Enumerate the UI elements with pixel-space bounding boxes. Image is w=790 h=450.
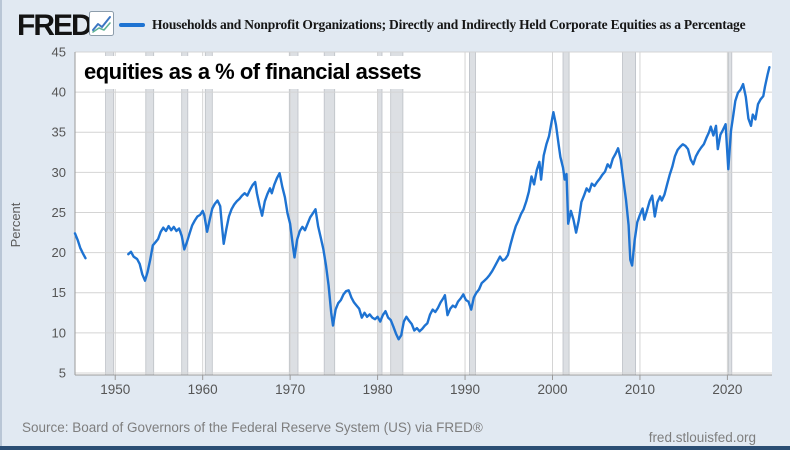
series-line[interactable]: [73, 232, 87, 260]
y-tick-label: 15: [52, 285, 66, 300]
source-attribution: Source: Board of Governors of the Federa…: [22, 420, 483, 435]
fred-logo[interactable]: FRED®: [17, 9, 97, 43]
series-line[interactable]: [127, 66, 771, 341]
recession-band: [181, 51, 189, 376]
y-tick-label: 5: [59, 365, 66, 380]
y-tick-label: 20: [52, 245, 66, 260]
y-tick-label: 45: [52, 45, 66, 60]
x-tick-label: 2000: [537, 382, 567, 397]
y-tick-label: 10: [52, 325, 66, 340]
y-tick-label: 40: [52, 85, 66, 100]
y-tick-label: 30: [52, 165, 66, 180]
recession-band: [727, 51, 733, 376]
x-tick-label: 1990: [450, 382, 480, 397]
bottom-window-edge: [0, 446, 790, 450]
recession-band: [377, 51, 383, 376]
recession-band: [145, 51, 155, 376]
recession-band: [468, 51, 476, 376]
x-tick-label: 1950: [100, 382, 130, 397]
y-tick-label: 25: [52, 205, 66, 220]
x-tick-label: 1970: [275, 382, 305, 397]
legend-line-swatch: [119, 23, 145, 27]
x-tick-label: 2020: [712, 382, 742, 397]
x-tick-label: 1960: [188, 382, 218, 397]
header: FRED® Households and Nonprofit Organizat…: [0, 6, 790, 43]
fred-site-link[interactable]: fred.stlouisfed.org: [648, 430, 756, 445]
recession-band: [105, 51, 114, 376]
y-axis-label: Percent: [8, 202, 23, 248]
series-title: Households and Nonprofit Organizations; …: [152, 17, 746, 32]
recession-band: [622, 51, 637, 376]
x-tick-label: 1980: [363, 382, 393, 397]
x-tick-label: 2010: [625, 382, 655, 397]
fred-graph-icon: [89, 11, 114, 36]
chart-annotation: equities as a % of financial assets: [77, 56, 430, 89]
y-tick-label: 35: [52, 125, 66, 140]
page-left-edge: [0, 0, 2, 450]
